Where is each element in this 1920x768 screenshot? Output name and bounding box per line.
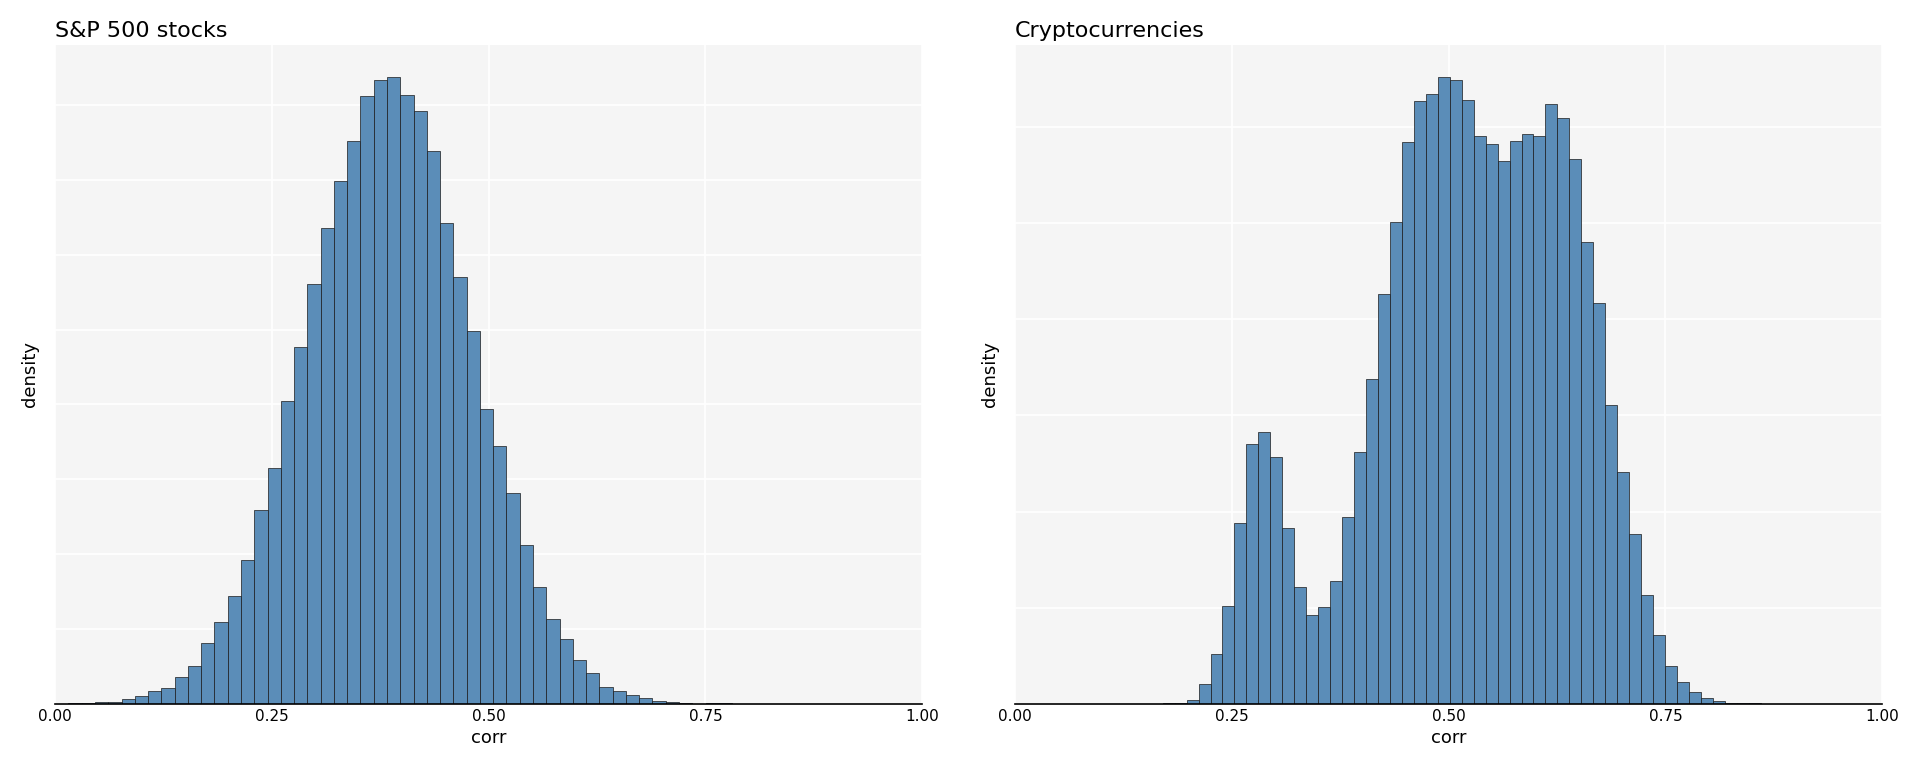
Bar bbox=[1365, 379, 1379, 703]
Y-axis label: density: density bbox=[21, 342, 38, 408]
Bar bbox=[507, 494, 520, 703]
Bar bbox=[1246, 444, 1258, 703]
Bar bbox=[1569, 158, 1582, 703]
Bar bbox=[1546, 104, 1557, 703]
Bar bbox=[612, 691, 626, 703]
Bar bbox=[426, 151, 440, 703]
Bar bbox=[1521, 134, 1534, 703]
Bar bbox=[1653, 634, 1665, 703]
Bar bbox=[639, 698, 653, 703]
Bar bbox=[599, 687, 612, 703]
Bar bbox=[253, 510, 267, 703]
Bar bbox=[1713, 701, 1724, 703]
Bar bbox=[572, 660, 586, 703]
Bar bbox=[188, 666, 202, 703]
X-axis label: corr: corr bbox=[470, 729, 507, 747]
Bar bbox=[1690, 692, 1701, 703]
Bar bbox=[534, 587, 547, 703]
Bar bbox=[388, 77, 399, 703]
Bar bbox=[1642, 595, 1653, 703]
Bar bbox=[280, 402, 294, 703]
Bar bbox=[1617, 472, 1630, 703]
Bar bbox=[1235, 522, 1246, 703]
Bar bbox=[453, 277, 467, 703]
Bar bbox=[1605, 405, 1617, 703]
Bar bbox=[134, 697, 148, 703]
Bar bbox=[440, 223, 453, 703]
Bar bbox=[1582, 242, 1594, 703]
Bar bbox=[1283, 528, 1294, 703]
Bar bbox=[1306, 615, 1319, 703]
Bar bbox=[1450, 81, 1461, 703]
Bar bbox=[121, 699, 134, 703]
Bar bbox=[1331, 581, 1342, 703]
Bar bbox=[161, 688, 175, 703]
Bar bbox=[215, 622, 228, 703]
Bar bbox=[1594, 303, 1605, 703]
Bar bbox=[1379, 293, 1390, 703]
Bar bbox=[228, 596, 242, 703]
Bar bbox=[202, 643, 215, 703]
Bar bbox=[374, 80, 388, 703]
Bar bbox=[1402, 141, 1413, 703]
Bar bbox=[1701, 698, 1713, 703]
Bar bbox=[653, 701, 666, 703]
Text: Cryptocurrencies: Cryptocurrencies bbox=[1016, 21, 1204, 41]
Bar bbox=[1342, 517, 1354, 703]
Bar bbox=[1427, 94, 1438, 703]
Bar bbox=[242, 561, 253, 703]
Bar bbox=[1438, 77, 1450, 703]
Bar bbox=[626, 696, 639, 703]
Bar bbox=[175, 677, 188, 703]
Bar bbox=[586, 673, 599, 703]
Bar bbox=[399, 95, 413, 703]
Bar bbox=[361, 96, 374, 703]
Bar bbox=[1534, 136, 1546, 703]
Bar bbox=[307, 283, 321, 703]
Bar bbox=[321, 228, 334, 703]
Bar bbox=[1509, 141, 1521, 703]
Bar bbox=[267, 468, 280, 703]
Bar bbox=[666, 702, 680, 703]
Bar bbox=[1210, 654, 1223, 703]
Bar bbox=[1486, 144, 1498, 703]
Bar bbox=[1557, 118, 1569, 703]
Bar bbox=[559, 639, 572, 703]
Bar bbox=[1319, 607, 1331, 703]
Bar bbox=[1294, 588, 1306, 703]
Bar bbox=[1498, 161, 1509, 703]
Bar bbox=[294, 346, 307, 703]
Bar bbox=[1475, 136, 1486, 703]
Bar bbox=[1413, 101, 1427, 703]
Bar bbox=[108, 701, 121, 703]
Text: S&P 500 stocks: S&P 500 stocks bbox=[56, 21, 227, 41]
Bar bbox=[413, 111, 426, 703]
Bar bbox=[1258, 432, 1271, 703]
Bar bbox=[1187, 700, 1198, 703]
Bar bbox=[334, 181, 348, 703]
Bar bbox=[348, 141, 361, 703]
Bar bbox=[1665, 667, 1676, 703]
Bar bbox=[547, 618, 559, 703]
Bar bbox=[1461, 101, 1475, 703]
Bar bbox=[1354, 452, 1365, 703]
Bar bbox=[480, 409, 493, 703]
Bar bbox=[1198, 684, 1210, 703]
Bar bbox=[94, 702, 108, 703]
Bar bbox=[520, 545, 534, 703]
Bar bbox=[493, 446, 507, 703]
Y-axis label: density: density bbox=[981, 342, 998, 408]
Bar bbox=[1390, 222, 1402, 703]
Bar bbox=[1630, 535, 1642, 703]
Bar bbox=[1223, 606, 1235, 703]
Bar bbox=[1676, 683, 1690, 703]
Bar bbox=[467, 330, 480, 703]
Bar bbox=[148, 691, 161, 703]
X-axis label: corr: corr bbox=[1430, 729, 1467, 747]
Bar bbox=[1271, 457, 1283, 703]
